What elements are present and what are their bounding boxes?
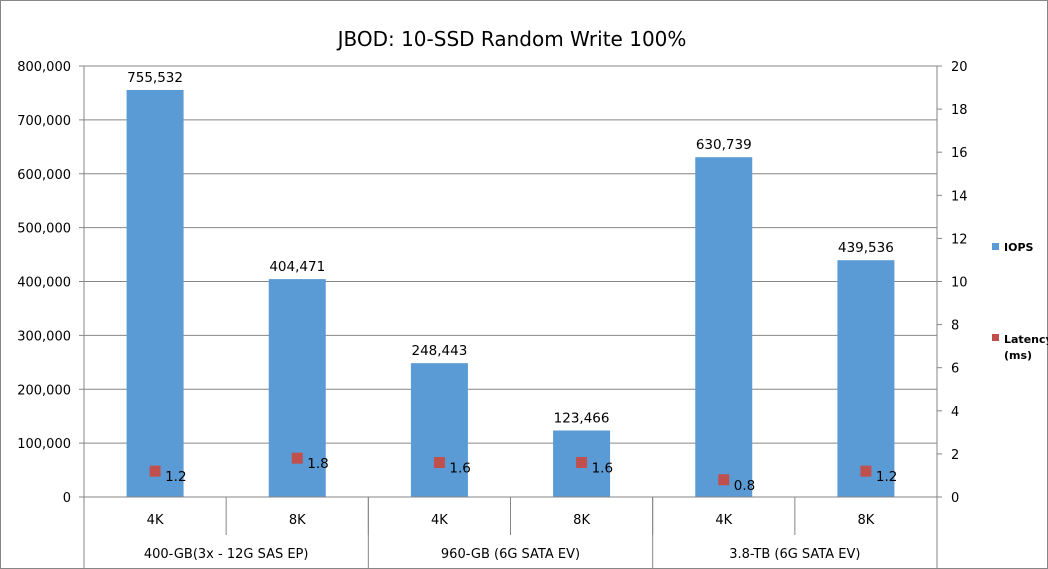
latency-marker: [860, 465, 872, 477]
iops-bar: [695, 157, 753, 497]
group-label: 3.8-TB (6G SATA EV): [729, 547, 860, 562]
latency-data-label: 1.6: [592, 461, 613, 477]
legend-latency-label: Latency: [1004, 333, 1048, 346]
left-axis-tick-label: 100,000: [17, 437, 71, 452]
iops-data-label: 439,536: [838, 240, 894, 256]
latency-marker: [433, 457, 445, 469]
right-axis-tick-label: 6: [951, 362, 959, 377]
right-axis-tick-label: 8: [951, 319, 959, 334]
legend-latency-label: (ms): [1004, 349, 1032, 362]
right-axis-tick-label: 2: [951, 448, 959, 463]
left-axis-tick-label: 500,000: [17, 222, 71, 237]
iops-data-label: 404,471: [269, 259, 325, 275]
right-axis-tick-label: 20: [951, 60, 968, 75]
chart-title: JBOD: 10-SSD Random Write 100%: [336, 27, 687, 51]
gridlines: [84, 65, 937, 444]
right-axis-tick-label: 10: [951, 276, 968, 291]
category-label: 8K: [573, 513, 590, 528]
group-label: 400-GB(3x - 12G SAS EP): [144, 547, 309, 562]
axes: 0 100,000 200,000 300,000 400,000 500,000 600,…: [17, 60, 968, 569]
latency-markers: 1.2 1.8 1.6 1.6 0.8 1.2: [149, 452, 897, 494]
legend-latency-swatch: [992, 334, 999, 341]
group-label: 960-GB (6G SATA EV): [441, 547, 580, 562]
right-axis-tick-label: 14: [951, 189, 968, 204]
right-axis-tick-label: 4: [951, 405, 959, 420]
legend-iops-label: IOPS: [1004, 241, 1034, 254]
latency-data-label: 1.2: [876, 469, 897, 485]
latency-data-label: 1.8: [307, 456, 328, 472]
iops-bars: 755,532 404,471 248,443 123,466 630,739 439,5…: [126, 70, 895, 497]
right-axis-tick-label: 18: [951, 103, 968, 118]
latency-marker: [149, 465, 161, 477]
iops-data-label: 630,739: [696, 137, 752, 153]
latency-data-label: 0.8: [734, 478, 755, 494]
right-axis-tick-label: 0: [951, 491, 959, 506]
category-label: 4K: [715, 513, 732, 528]
left-axis-tick-label: 800,000: [17, 60, 71, 75]
left-axis-tick-label: 300,000: [17, 329, 71, 344]
latency-data-label: 1.2: [165, 469, 186, 485]
iops-bar: [126, 89, 184, 497]
latency-marker: [291, 452, 303, 464]
category-label: 4K: [147, 513, 164, 528]
iops-bar: [410, 363, 468, 497]
iops-data-label: 123,466: [554, 410, 610, 426]
latency-data-label: 1.6: [449, 461, 470, 477]
iops-data-label: 248,443: [412, 343, 468, 359]
left-axis-tick-label: 400,000: [17, 276, 71, 291]
left-axis-tick-label: 0: [63, 491, 71, 506]
category-label: 8K: [289, 513, 306, 528]
legend-iops-swatch: [992, 243, 999, 250]
right-axis-tick-label: 16: [951, 146, 968, 161]
left-axis-tick-label: 200,000: [17, 383, 71, 398]
left-axis-tick-label: 600,000: [17, 168, 71, 183]
latency-marker: [576, 457, 588, 469]
category-label: 4K: [431, 513, 448, 528]
category-label: 8K: [858, 513, 875, 528]
left-axis-tick-label: 700,000: [17, 114, 71, 129]
iops-data-label: 755,532: [127, 70, 183, 86]
right-axis-tick-label: 12: [951, 232, 968, 247]
latency-marker: [718, 474, 730, 486]
legend: IOPS Latency (ms): [992, 241, 1048, 362]
iops-bar: [837, 260, 895, 497]
